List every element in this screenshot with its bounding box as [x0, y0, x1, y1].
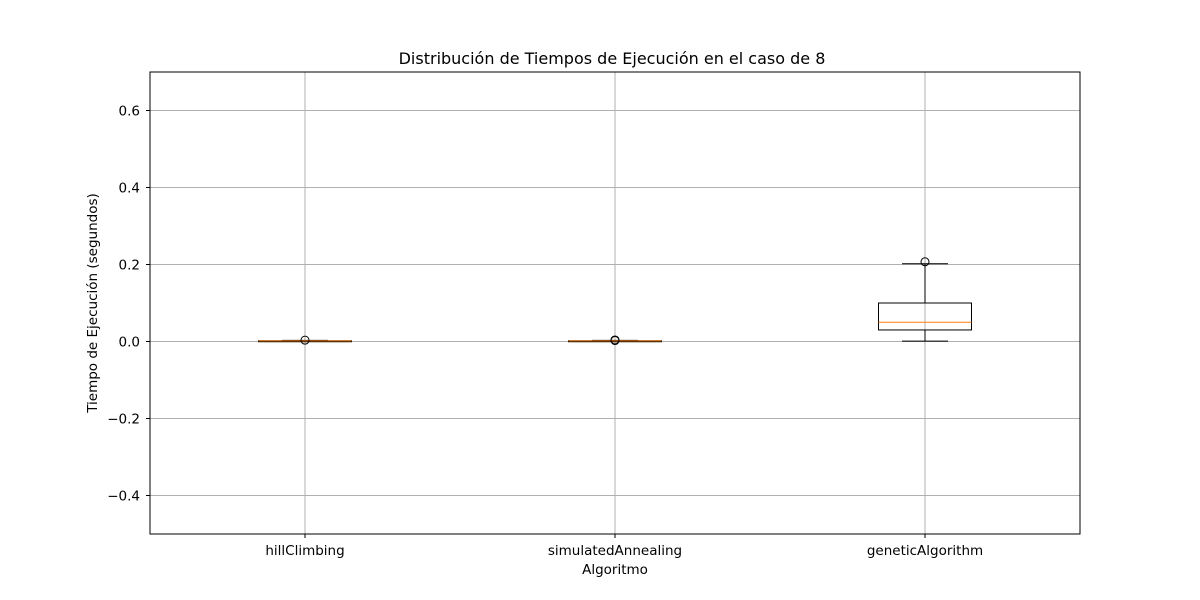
x-tick-label: geneticAlgorithm — [867, 543, 983, 559]
y-tick-label: 0.6 — [119, 104, 140, 120]
y-tick-label: 0.2 — [119, 258, 140, 274]
x-axis-label: Algoritmo — [582, 562, 648, 578]
y-axis-label: Tiempo de Ejecución (segundos) — [85, 193, 101, 414]
box-series — [258, 257, 972, 346]
axis-ticks: −0.4 −0.2 0.0 0.2 0.4 0.6 hillClimbing simulate… — [107, 104, 983, 560]
outlier-point — [300, 335, 310, 345]
box-simulatedAnnealing — [568, 335, 662, 346]
y-tick-label: −0.2 — [107, 412, 140, 428]
outlier-point — [920, 257, 930, 267]
box-geneticAlgorithm — [878, 257, 972, 342]
x-tick-label: hillClimbing — [265, 543, 344, 559]
iqr-box — [878, 302, 972, 331]
y-tick-label: 0.0 — [119, 335, 140, 351]
outlier-point — [610, 336, 620, 346]
y-tick-label: 0.4 — [119, 181, 140, 197]
chart-title: Distribución de Tiempos de Ejecución en … — [399, 49, 826, 68]
x-tick-label: simulatedAnnealing — [548, 543, 682, 559]
box-hillClimbing — [258, 335, 352, 345]
plot-frame — [149, 71, 1081, 535]
y-tick-label: −0.4 — [107, 489, 140, 505]
